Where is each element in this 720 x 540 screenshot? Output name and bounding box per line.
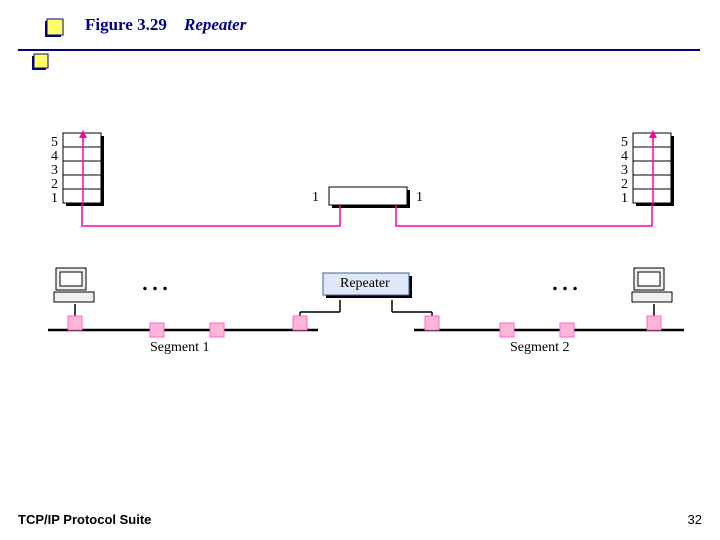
footer-left: TCP/IP Protocol Suite: [18, 512, 151, 527]
page-number: 32: [688, 512, 702, 527]
network-buses: [0, 0, 720, 365]
slide: Figure 3.29 Repeater 5 4 3 2 1: [0, 0, 720, 540]
segment2-label: Segment 2: [510, 340, 570, 356]
segment1-label: Segment 1: [150, 340, 210, 356]
